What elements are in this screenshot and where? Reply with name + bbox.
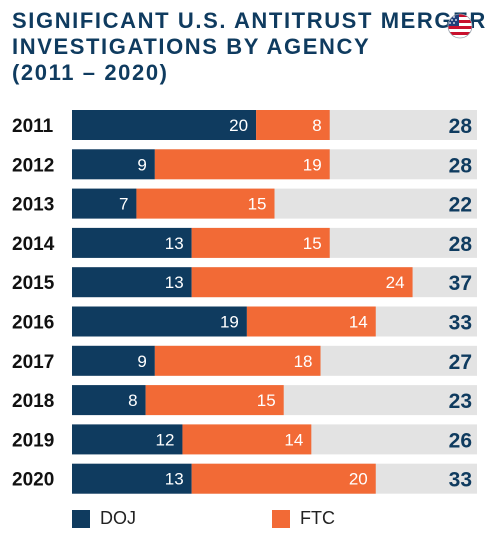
year-label-2011: 2011 — [12, 116, 54, 137]
ftc-value-2013: 15 — [248, 195, 267, 214]
ftc-value-2011: 8 — [312, 116, 321, 135]
total-value-2017: 27 — [449, 351, 472, 374]
doj-value-2013: 7 — [119, 195, 128, 214]
year-label-2012: 2012 — [12, 155, 54, 176]
chart-title-line-3: (2011 – 2020) — [12, 60, 169, 85]
doj-value-2015: 13 — [165, 273, 184, 292]
legend-swatch-ftc — [272, 509, 290, 528]
doj-value-2019: 12 — [156, 430, 175, 449]
legend-label-doj: DOJ — [100, 508, 136, 528]
doj-bar-2013 — [72, 188, 137, 219]
total-value-2020: 33 — [449, 469, 472, 492]
chart-title-line-2: INVESTIGATIONS BY AGENCY — [12, 34, 371, 59]
total-value-2012: 28 — [449, 154, 473, 177]
total-value-2019: 26 — [449, 429, 472, 452]
ftc-bar-2019 — [182, 424, 312, 455]
ftc-bar-2017 — [154, 345, 321, 376]
chart-title: SIGNIFICANT U.S. ANTITRUST MERGER INVEST… — [12, 8, 487, 86]
total-value-2016: 33 — [449, 312, 472, 335]
year-label-2013: 2013 — [12, 195, 54, 216]
legend-label-ftc: FTC — [300, 508, 335, 528]
total-value-2015: 37 — [449, 272, 472, 295]
ftc-value-2017: 18 — [294, 352, 313, 371]
total-value-2014: 28 — [449, 233, 473, 256]
ftc-bar-2014 — [191, 227, 330, 258]
ftc-value-2014: 15 — [303, 234, 322, 253]
year-label-2020: 2020 — [12, 470, 54, 491]
ftc-value-2019: 14 — [284, 430, 303, 449]
chart-title-line-1: SIGNIFICANT U.S. ANTITRUST MERGER — [12, 8, 487, 33]
legend-item-doj: DOJ — [72, 508, 136, 529]
year-label-2014: 2014 — [12, 234, 55, 255]
doj-bar-2016 — [72, 306, 247, 337]
year-label-2016: 2016 — [12, 313, 54, 334]
us-flag-icon — [447, 13, 473, 39]
doj-bar-2011 — [72, 110, 257, 140]
doj-value-2016: 19 — [220, 313, 239, 332]
doj-bar-2017 — [72, 345, 155, 376]
legend-swatch-doj — [72, 509, 90, 528]
doj-value-2011: 20 — [229, 116, 248, 135]
doj-value-2012: 9 — [137, 155, 146, 174]
doj-value-2020: 13 — [165, 470, 184, 489]
ftc-bar-2018 — [145, 385, 284, 416]
doj-bar-2019 — [72, 424, 183, 455]
doj-bar-2012 — [72, 149, 155, 180]
ftc-bar-2013 — [136, 188, 275, 219]
ftc-bar-2015 — [191, 267, 413, 298]
ftc-value-2016: 14 — [349, 313, 368, 332]
total-value-2018: 23 — [449, 390, 472, 413]
doj-value-2014: 13 — [165, 234, 184, 253]
ftc-value-2012: 19 — [303, 155, 322, 174]
ftc-bar-2011 — [256, 110, 330, 140]
doj-value-2018: 8 — [128, 391, 137, 410]
doj-value-2017: 9 — [137, 352, 146, 371]
year-label-2019: 2019 — [12, 430, 54, 451]
total-value-2011: 28 — [449, 115, 473, 138]
year-label-2018: 2018 — [12, 391, 54, 412]
year-label-2017: 2017 — [12, 352, 54, 373]
ftc-value-2015: 24 — [386, 273, 405, 292]
doj-bar-2014 — [72, 227, 192, 258]
ftc-bar-2012 — [154, 149, 330, 180]
ftc-bar-2020 — [191, 463, 376, 494]
ftc-value-2018: 15 — [257, 391, 276, 410]
total-value-2013: 22 — [449, 194, 472, 217]
legend-item-ftc: FTC — [272, 508, 335, 529]
doj-bar-2015 — [72, 267, 192, 298]
year-label-2015: 2015 — [12, 273, 55, 294]
doj-bar-2020 — [72, 463, 192, 494]
ftc-value-2020: 20 — [349, 470, 368, 489]
ftc-bar-2016 — [246, 306, 376, 337]
doj-bar-2018 — [72, 385, 146, 416]
